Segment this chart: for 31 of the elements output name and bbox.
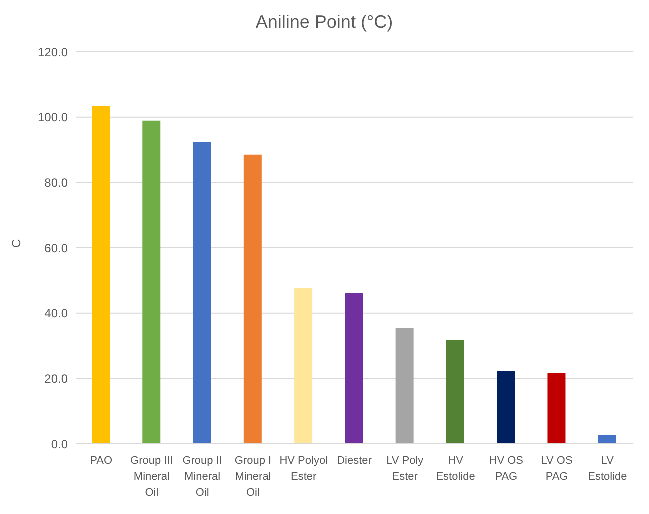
bar [396, 328, 414, 444]
x-tick-label: LV Poly Ester [386, 455, 424, 483]
y-tick-label: 80.0 [44, 176, 68, 190]
x-tick-label: HV Polyol Ester [280, 455, 328, 483]
x-tick-label: Group II Mineral Oil [182, 455, 222, 499]
x-tick-label: HV OS PAG [489, 455, 524, 483]
bar [244, 154, 262, 444]
bar [294, 288, 313, 444]
y-tick-label: 20.0 [44, 372, 68, 386]
bar [548, 373, 566, 444]
y-tick-label: 120.0 [38, 45, 68, 60]
bar [92, 106, 110, 444]
y-axis-title: C [9, 239, 24, 248]
y-tick-label: 100.0 [38, 110, 68, 125]
bar [598, 436, 616, 444]
x-tick-label: LV Estolide [588, 455, 628, 483]
bar [142, 120, 161, 444]
y-tick-label: 40.0 [44, 306, 68, 321]
bar [446, 340, 464, 444]
y-tick-label: 0.0 [51, 437, 68, 452]
bar [193, 142, 212, 444]
x-tick-label: Group I Mineral Oil [234, 455, 272, 499]
x-tick-label: HV Estolide [436, 455, 476, 483]
bar [497, 371, 516, 444]
x-tick-label: Group III Mineral Oil [130, 455, 174, 499]
x-tick-label: PAO [90, 455, 113, 467]
y-tick-label: 60.0 [44, 241, 68, 256]
chart-title: Aniline Point (°C) [254, 11, 394, 34]
x-tick-label: Diester [337, 455, 372, 467]
x-tick-label: LV OS PAG [541, 455, 573, 483]
bar [345, 293, 364, 444]
